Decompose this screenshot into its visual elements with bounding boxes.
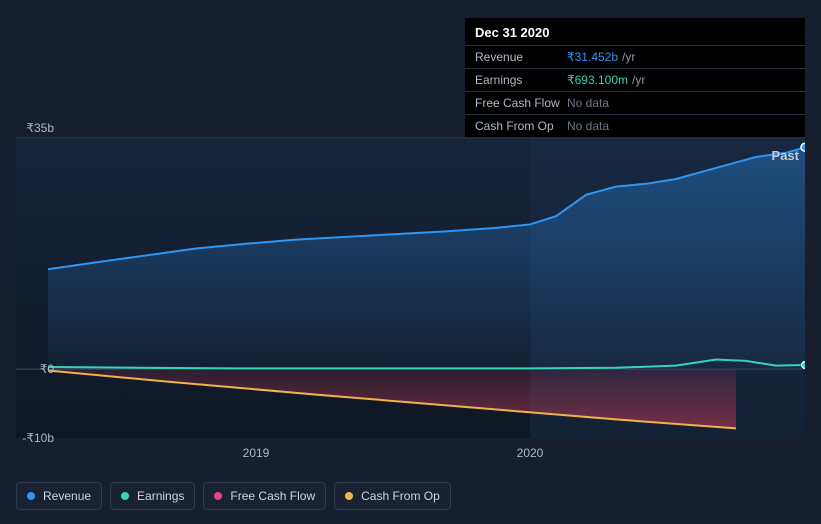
legend-label: Revenue: [43, 489, 91, 503]
legend-item[interactable]: Free Cash Flow: [203, 482, 326, 510]
legend-dot: [27, 492, 35, 500]
y-axis-label: ₹35b: [26, 121, 54, 135]
tooltip-row: Cash From OpNo data: [465, 114, 805, 137]
tooltip-row-label: Free Cash Flow: [475, 96, 567, 110]
tooltip-row: Revenue₹31.452b/yr: [465, 45, 805, 68]
legend-item[interactable]: Earnings: [110, 482, 195, 510]
tooltip-row-label: Cash From Op: [475, 119, 567, 133]
tooltip-row-nodata: No data: [567, 96, 609, 110]
y-axis-label: -₹10b: [22, 431, 54, 445]
legend: Revenue Earnings Free Cash Flow Cash From O…: [16, 482, 451, 510]
tooltip-row-label: Revenue: [475, 50, 567, 64]
tooltip-row: Free Cash FlowNo data: [465, 91, 805, 114]
financials-area-chart[interactable]: Past ₹35b₹0-₹10b: [16, 128, 805, 438]
past-label: Past: [772, 148, 799, 163]
tooltip-row: Earnings₹693.100m/yr: [465, 68, 805, 91]
tooltip-row-value: ₹693.100m/yr: [567, 73, 645, 87]
y-axis-label: ₹0: [40, 362, 54, 376]
legend-label: Free Cash Flow: [230, 489, 315, 503]
legend-dot: [121, 492, 129, 500]
legend-item[interactable]: Revenue: [16, 482, 102, 510]
tooltip-row-label: Earnings: [475, 73, 567, 87]
tooltip-panel: Dec 31 2020 Revenue₹31.452b/yrEarnings₹6…: [465, 18, 805, 137]
tooltip-row-value: ₹31.452b/yr: [567, 50, 635, 64]
legend-item[interactable]: Cash From Op: [334, 482, 451, 510]
legend-label: Earnings: [137, 489, 184, 503]
x-axis-label: 2019: [243, 446, 270, 460]
legend-dot: [214, 492, 222, 500]
x-axis-labels: 2019 2020: [16, 446, 805, 466]
tooltip-date: Dec 31 2020: [465, 18, 805, 45]
tooltip-row-nodata: No data: [567, 119, 609, 133]
x-axis-label: 2020: [517, 446, 544, 460]
legend-label: Cash From Op: [361, 489, 440, 503]
legend-dot: [345, 492, 353, 500]
